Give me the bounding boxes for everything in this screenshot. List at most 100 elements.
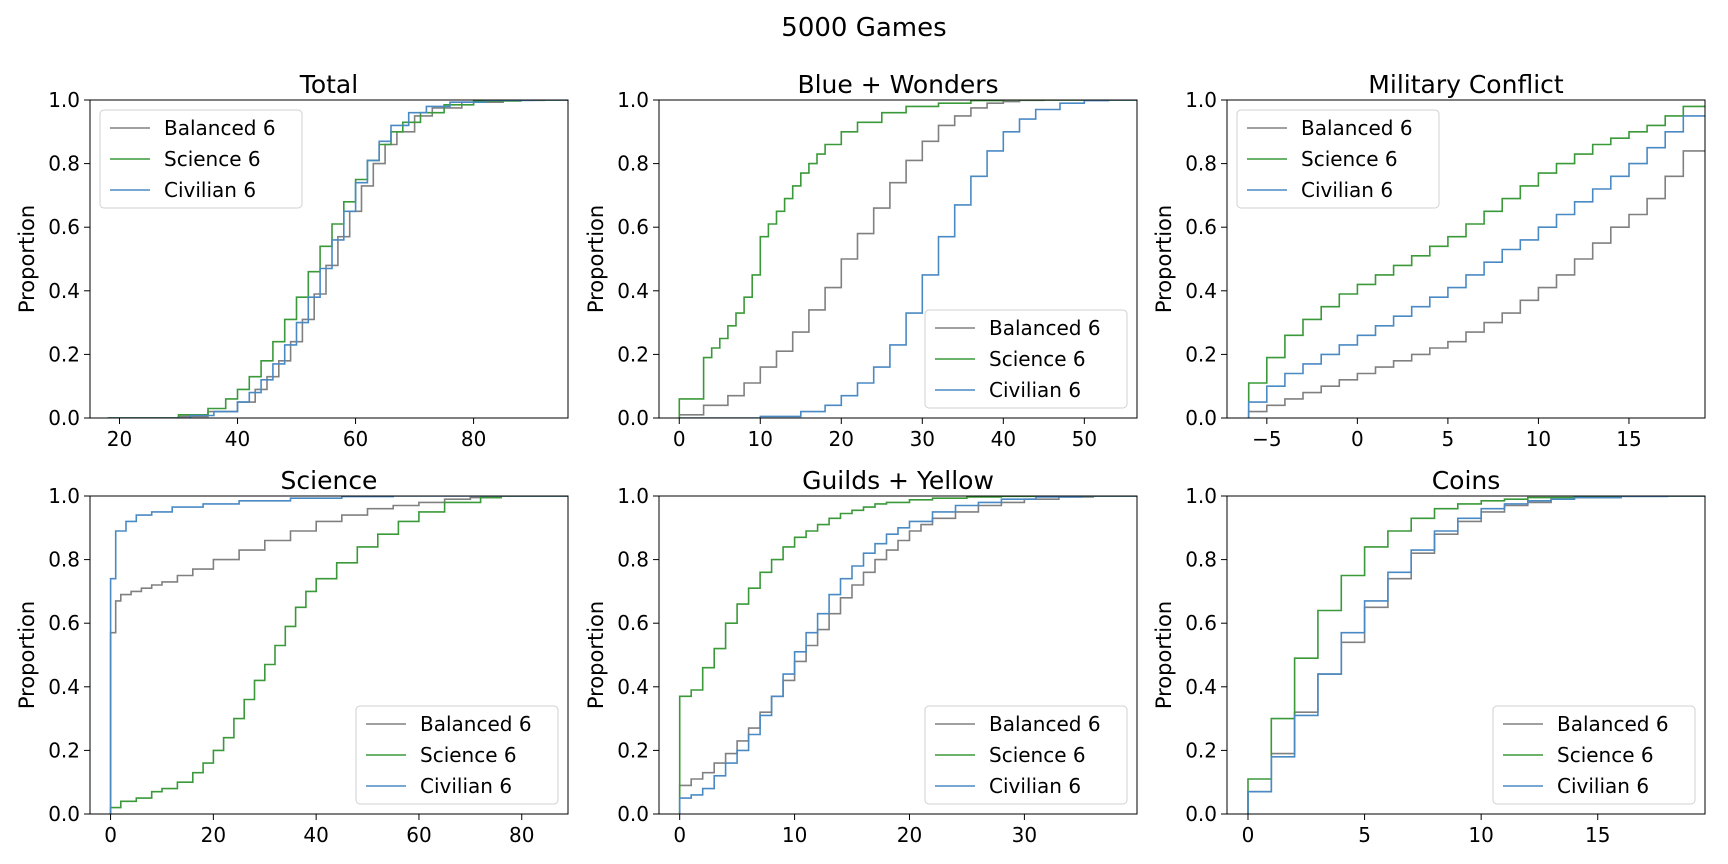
series-line-science-6 (1247, 496, 1705, 814)
y-tick-label: 0.0 (48, 802, 80, 826)
y-tick-label: 0.4 (1185, 279, 1217, 303)
legend-box (924, 309, 1128, 409)
y-tick-label: 0.0 (1185, 802, 1217, 826)
legend: Balanced 6 Science 6 Civilian 6 (924, 309, 1128, 409)
legend: Balanced 6 Science 6 Civilian 6 (1236, 109, 1440, 209)
legend-label: Science 6 (989, 347, 1086, 371)
y-tick-label: 1.0 (48, 484, 80, 508)
panel-title: Guilds + Yellow (802, 466, 994, 495)
x-tick-label: 0 (1351, 427, 1364, 451)
x-tick-label: 80 (461, 427, 486, 451)
x-tick-label: 0 (673, 427, 686, 451)
chart-panel: 0 10 20 30 0.0 0.2 0.4 0.6 0.8 1.0 Guilds + Yellow… (584, 466, 1138, 847)
series-line-balanced-6 (107, 100, 568, 418)
x-tick-label: 30 (1012, 823, 1037, 847)
legend: Balanced 6 Science 6 Civilian 6 (1492, 705, 1696, 805)
axes-frame (1226, 495, 1706, 815)
chart-panel: −5 0 5 10 15 0.0 0.2 0.4 0.6 0.8 1.0 Military Confl… (1152, 70, 1706, 451)
legend-label: Balanced 6 (989, 316, 1101, 340)
legend-box (924, 705, 1128, 805)
panel-title: Blue + Wonders (797, 70, 998, 99)
y-tick-label: 0.6 (1185, 611, 1217, 635)
y-tick-label: 0.4 (48, 279, 80, 303)
chart-panel: 0 20 40 60 80 0.0 0.2 0.4 0.6 0.8 1.0 Science Propor… (15, 466, 569, 847)
y-axis-label: Proportion (1152, 205, 1176, 313)
x-tick-label: 5 (1442, 427, 1455, 451)
y-tick-label: 0.8 (1185, 548, 1217, 572)
chart-panel: 0 10 20 30 40 50 0.0 0.2 0.4 0.6 0.8 1.0 Blue + Wond… (584, 70, 1138, 451)
legend-label: Balanced 6 (420, 712, 532, 736)
legend-box (1236, 109, 1440, 209)
x-tick-label: 30 (910, 427, 935, 451)
series-line-civilian-6 (679, 100, 1137, 418)
series-line-science-6 (107, 100, 568, 418)
chart-panel: 20 40 60 80 0.0 0.2 0.4 0.6 0.8 1.0 Total Proportio… (15, 70, 569, 451)
legend: Balanced 6 Science 6 Civilian 6 (99, 109, 303, 209)
y-tick-label: 0.0 (48, 406, 80, 430)
legend-label: Civilian 6 (1301, 178, 1393, 202)
series-line-balanced-6 (109, 496, 568, 814)
y-tick-label: 0.2 (48, 342, 80, 366)
y-tick-label: 1.0 (617, 88, 649, 112)
y-tick-label: 1.0 (48, 88, 80, 112)
y-tick-label: 0.8 (48, 152, 80, 176)
axes-frame (89, 495, 569, 815)
series-line-science-6 (109, 496, 568, 814)
legend-label: Balanced 6 (164, 116, 276, 140)
x-tick-label: 40 (225, 427, 250, 451)
x-tick-label: 20 (201, 823, 226, 847)
series-line-science-6 (678, 496, 1137, 814)
chart-panel: 0 5 10 15 0.0 0.2 0.4 0.6 0.8 1.0 Coins Proportion B… (1152, 466, 1706, 847)
series-line-science-6 (1247, 105, 1705, 418)
y-tick-label: 0.0 (617, 406, 649, 430)
panel-title: Total (299, 70, 358, 99)
y-tick-label: 0.6 (617, 611, 649, 635)
axes-frame (658, 495, 1138, 815)
x-tick-label: 20 (829, 427, 854, 451)
legend-label: Balanced 6 (1557, 712, 1669, 736)
series-line-balanced-6 (1247, 150, 1705, 418)
y-tick-label: 0.6 (48, 215, 80, 239)
y-tick-label: 0.2 (617, 342, 649, 366)
x-tick-label: 15 (1616, 427, 1641, 451)
legend-label: Science 6 (164, 147, 261, 171)
y-tick-label: 0.2 (1185, 738, 1217, 762)
series-line-balanced-6 (678, 496, 1137, 814)
y-tick-label: 0.6 (617, 215, 649, 239)
series-line-civilian-6 (109, 496, 568, 814)
y-tick-label: 0.8 (48, 548, 80, 572)
y-tick-label: 1.0 (1185, 484, 1217, 508)
legend-label: Civilian 6 (989, 774, 1081, 798)
figure-title: 5000 Games (781, 13, 946, 43)
legend-box (355, 705, 559, 805)
x-tick-label: 20 (897, 823, 922, 847)
x-tick-label: 20 (107, 427, 132, 451)
legend-label: Civilian 6 (164, 178, 256, 202)
x-tick-label: 0 (1242, 823, 1255, 847)
legend-label: Civilian 6 (420, 774, 512, 798)
legend-label: Science 6 (1301, 147, 1398, 171)
legend-label: Civilian 6 (1557, 774, 1649, 798)
series-line-civilian-6 (678, 496, 1137, 814)
x-tick-label: 10 (1526, 427, 1551, 451)
x-tick-label: 40 (303, 823, 328, 847)
series-line-science-6 (678, 100, 1137, 418)
axes-frame (89, 99, 569, 419)
axes-frame (1226, 99, 1706, 419)
y-tick-label: 0.6 (1185, 215, 1217, 239)
y-tick-label: 0.6 (48, 611, 80, 635)
x-tick-label: 60 (406, 823, 431, 847)
y-tick-label: 0.0 (1185, 406, 1217, 430)
y-tick-label: 0.0 (617, 802, 649, 826)
x-tick-label: 10 (748, 427, 773, 451)
x-tick-label: 60 (343, 427, 368, 451)
legend-label: Science 6 (1557, 743, 1654, 767)
legend-label: Science 6 (989, 743, 1086, 767)
legend: Balanced 6 Science 6 Civilian 6 (924, 705, 1128, 805)
series-line-civilian-6 (107, 100, 568, 418)
series-line-civilian-6 (1247, 115, 1705, 418)
series-line-civilian-6 (1247, 496, 1705, 814)
legend-label: Science 6 (420, 743, 517, 767)
legend-label: Balanced 6 (1301, 116, 1413, 140)
panel-title: Science (281, 466, 378, 495)
